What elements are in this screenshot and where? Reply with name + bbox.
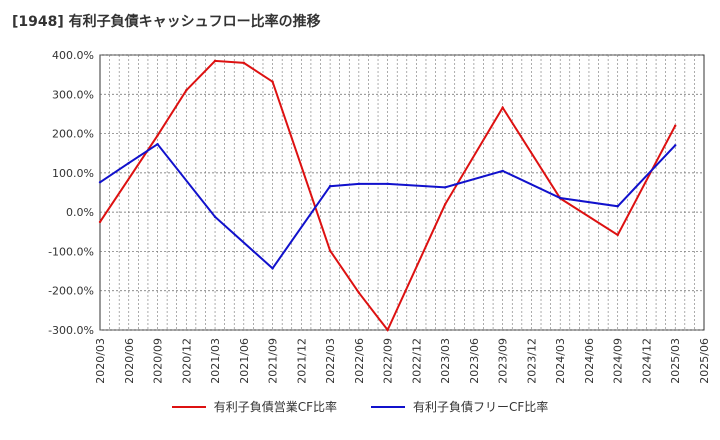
series-line-operating-cf[interactable] — [99, 59, 677, 332]
data-point[interactable] — [328, 249, 332, 252]
x-tick-label: 2023/06 — [468, 338, 481, 384]
chart-title: [1948] 有利子負債キャッシュフロー比率の推移 — [12, 14, 321, 30]
data-point[interactable] — [242, 61, 246, 65]
data-point[interactable] — [127, 161, 130, 165]
x-tick-label: 2020/06 — [123, 338, 136, 384]
x-tick-label: 2024/09 — [612, 338, 625, 384]
data-point[interactable] — [674, 124, 677, 127]
data-point[interactable] — [501, 169, 504, 173]
x-tick-label: 2021/03 — [209, 338, 222, 384]
data-point[interactable] — [386, 328, 389, 332]
legend-label-operating-cf: 有利子負債営業CF比率 — [213, 400, 337, 414]
data-point[interactable] — [156, 134, 159, 137]
x-tick-label: 2024/12 — [640, 338, 653, 384]
x-tick-label: 2022/06 — [353, 338, 366, 384]
x-tick-label: 2024/03 — [554, 338, 567, 384]
data-point[interactable] — [558, 196, 562, 200]
x-tick-label: 2022/12 — [410, 338, 423, 384]
y-tick-label: 400.0% — [52, 49, 94, 62]
y-tick-label: 300.0% — [52, 88, 94, 101]
y-tick-label: 200.0% — [52, 128, 94, 141]
plot-background — [99, 54, 705, 331]
x-tick-label: 2023/12 — [525, 338, 538, 384]
x-tick-label: 2025/03 — [669, 338, 682, 384]
data-point[interactable] — [213, 215, 217, 219]
data-point[interactable] — [328, 185, 332, 188]
x-tick-label: 2020/12 — [180, 338, 193, 384]
x-tick-label: 2023/09 — [497, 338, 510, 384]
x-tick-label: 2025/06 — [698, 338, 711, 384]
x-axis-ticks: 2020/03 2020/06 2020/09 2020/12 2021/03 2021/… — [94, 338, 711, 384]
legend: 有利子負債営業CF比率 有利子負債フリーCF比率 — [0, 398, 720, 415]
data-point[interactable] — [501, 106, 504, 109]
legend-swatch-free-cf — [371, 405, 405, 408]
data-point[interactable] — [443, 203, 447, 206]
legend-item-free-cf[interactable]: 有利子負債フリーCF比率 — [371, 398, 548, 415]
x-tick-label: 2021/12 — [295, 338, 308, 384]
x-tick-label: 2022/03 — [324, 338, 337, 384]
data-point[interactable] — [156, 142, 159, 146]
x-tick-label: 2020/09 — [152, 338, 165, 384]
data-point[interactable] — [616, 233, 619, 237]
data-point[interactable] — [98, 220, 102, 224]
y-tick-label: 100.0% — [52, 167, 94, 180]
y-tick-label: 0.0% — [66, 206, 94, 219]
data-point[interactable] — [616, 205, 619, 208]
data-point[interactable] — [443, 186, 447, 189]
data-point[interactable] — [674, 144, 677, 147]
data-point[interactable] — [386, 182, 389, 186]
data-point[interactable] — [357, 182, 361, 186]
legend-label-free-cf: 有利子負債フリーCF比率 — [413, 400, 549, 414]
data-point[interactable] — [271, 267, 274, 270]
data-point[interactable] — [98, 181, 102, 184]
legend-item-operating-cf[interactable]: 有利子負債営業CF比率 — [171, 398, 337, 415]
y-tick-label: -200.0% — [48, 285, 94, 298]
series-lines — [98, 59, 677, 332]
x-tick-label: 2022/09 — [382, 338, 395, 384]
legend-swatch-operating-cf — [171, 405, 206, 408]
x-tick-label: 2021/06 — [238, 338, 251, 384]
y-tick-label: -100.0% — [48, 245, 94, 258]
x-tick-label: 2021/09 — [267, 338, 280, 384]
data-point[interactable] — [271, 80, 274, 83]
y-tick-label: -300.0% — [48, 324, 94, 337]
y-axis-ticks: 400.0% 300.0% 200.0% 100.0% 0.0% -100.0% -200.… — [48, 49, 94, 337]
data-point[interactable] — [185, 89, 188, 92]
grid-lines — [100, 54, 704, 331]
x-tick-label: 2023/03 — [439, 338, 452, 384]
data-point[interactable] — [213, 59, 217, 63]
x-tick-label: 2020/03 — [94, 338, 107, 384]
data-point[interactable] — [357, 291, 361, 294]
x-tick-label: 2024/06 — [583, 338, 596, 384]
